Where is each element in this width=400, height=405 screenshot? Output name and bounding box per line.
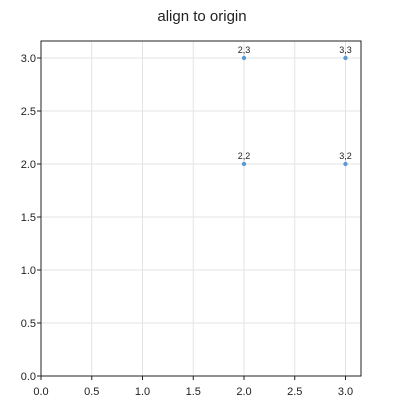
grid-layer	[41, 41, 361, 376]
y-tick-label: 2.0	[21, 159, 36, 171]
y-tick-label: 1.0	[21, 265, 36, 277]
scatter-point	[343, 56, 347, 60]
y-tick-label: 0.5	[21, 318, 36, 330]
point-label: 2,2	[238, 151, 251, 161]
x-tick-label: 2.0	[236, 386, 251, 398]
x-tick-label: 1.0	[135, 386, 150, 398]
axes-layer: 0.0 0.5 1.0 1.5 2.0 2.5 3.0 0.0 0.5 1.0 1.5 2.0 2.5 3…	[21, 41, 361, 398]
x-tick-label: 0.5	[84, 386, 99, 398]
y-tick-label: 0.0	[21, 371, 36, 383]
y-tick-label: 1.5	[21, 212, 36, 224]
scatter-point	[242, 162, 246, 166]
x-tick-label: 2.5	[287, 386, 302, 398]
point-label: 3,3	[339, 45, 352, 55]
scatter-point	[242, 56, 246, 60]
x-tick-label: 0.0	[33, 386, 48, 398]
x-tick-label: 1.5	[186, 386, 201, 398]
scatter-point	[343, 162, 347, 166]
chart-title: align to origin	[157, 8, 246, 25]
x-tick-label: 3.0	[338, 386, 353, 398]
plot-frame	[41, 41, 361, 376]
point-label: 3,2	[339, 151, 352, 161]
point-label: 2,3	[238, 45, 251, 55]
y-tick-label: 2.5	[21, 106, 36, 118]
y-tick-label: 3.0	[21, 53, 36, 65]
